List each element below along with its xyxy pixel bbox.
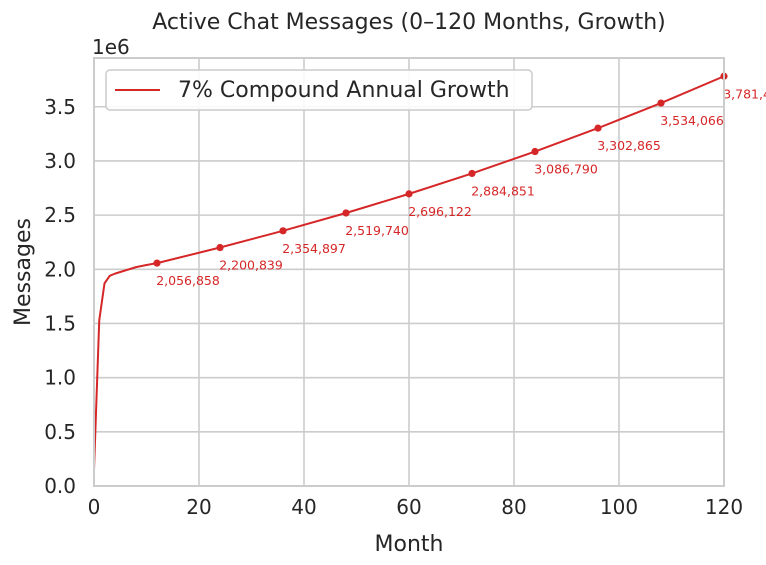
data-label: 3,781,451 xyxy=(723,86,766,101)
data-label: 3,302,865 xyxy=(597,138,661,153)
data-label: 3,086,790 xyxy=(534,162,598,177)
data-point xyxy=(531,148,538,155)
data-point xyxy=(216,244,223,251)
data-label: 2,696,122 xyxy=(408,204,472,219)
x-tick-label: 120 xyxy=(705,495,743,519)
data-point xyxy=(657,99,664,106)
data-label: 2,056,858 xyxy=(156,273,220,288)
x-tick-label: 100 xyxy=(600,495,638,519)
x-axis-label: Month xyxy=(375,532,444,557)
data-point xyxy=(594,125,601,132)
data-label: 2,884,851 xyxy=(471,183,535,198)
data-point xyxy=(468,170,475,177)
data-label: 2,354,897 xyxy=(282,241,346,256)
data-point xyxy=(405,190,412,197)
data-label: 2,200,839 xyxy=(219,258,283,273)
data-label: 3,534,066 xyxy=(660,113,724,128)
legend-label: 7% Compound Annual Growth xyxy=(178,78,510,103)
y-tick-label: 2.5 xyxy=(44,203,76,227)
data-point xyxy=(342,209,349,216)
y-tick-label: 0.5 xyxy=(44,420,76,444)
data-point xyxy=(153,260,160,267)
data-label: 2,519,740 xyxy=(345,223,409,238)
x-tick-label: 0 xyxy=(88,495,101,519)
y-tick-label: 3.5 xyxy=(44,95,76,119)
tick-label-layer: 0 20 40 60 80 100 120 0.0 0.5 1.0 1.5 2.0 2.5 3.0 3.5 xyxy=(44,95,743,519)
y-tick-label: 1.5 xyxy=(44,311,76,335)
grid-layer xyxy=(94,58,724,486)
legend: 7% Compound Annual Growth xyxy=(106,70,532,110)
y-scale-label: 1e6 xyxy=(92,35,130,59)
x-tick-label: 80 xyxy=(501,495,526,519)
y-tick-label: 3.0 xyxy=(44,149,76,173)
y-tick-label: 2.0 xyxy=(44,257,76,281)
chart-title: Active Chat Messages (0–120 Months, Grow… xyxy=(152,10,666,35)
data-point xyxy=(279,227,286,234)
x-tick-label: 40 xyxy=(291,495,316,519)
x-tick-label: 60 xyxy=(396,495,421,519)
y-axis-label: Messages xyxy=(11,218,36,326)
y-tick-label: 1.0 xyxy=(44,366,76,390)
x-tick-label: 20 xyxy=(186,495,211,519)
y-tick-label: 0.0 xyxy=(44,474,76,498)
